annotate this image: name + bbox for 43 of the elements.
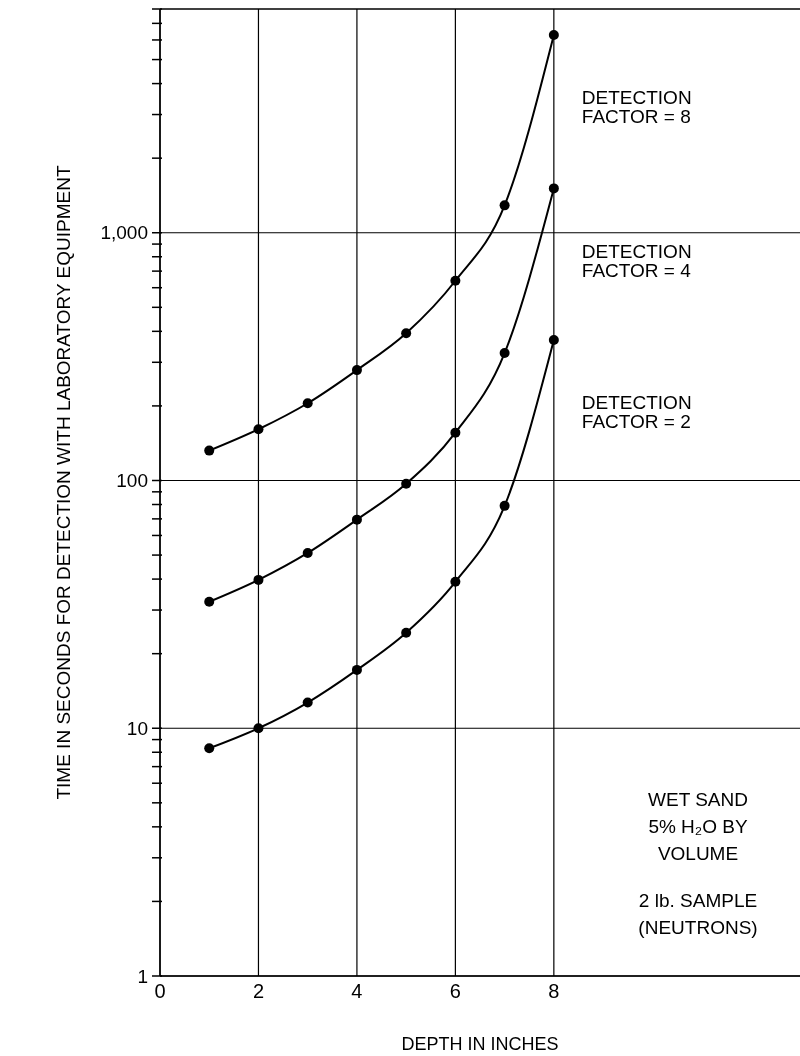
x-tick-label: 6 bbox=[449, 980, 461, 1003]
point bbox=[499, 500, 510, 511]
annotation: WET SAND bbox=[648, 789, 748, 810]
y-tick-label: 1,000 bbox=[100, 222, 148, 244]
point bbox=[204, 743, 215, 754]
y-axis-title: TIME IN SECONDS FOR DETECTION WITH LABORATORY EQUIPMENT bbox=[53, 165, 74, 800]
point bbox=[450, 576, 461, 587]
annotation: (NEUTRONS) bbox=[638, 917, 758, 938]
x-tick-label: 2 bbox=[252, 980, 265, 1003]
point bbox=[450, 427, 461, 438]
x-tick-label: 4 bbox=[351, 980, 363, 1003]
text: DETECTION FACTOR = 2 bbox=[581, 392, 692, 433]
point bbox=[302, 547, 313, 558]
point bbox=[253, 574, 264, 585]
point bbox=[548, 335, 559, 346]
annotation: 2 lb. SAMPLE bbox=[638, 890, 758, 911]
annotation: 5% H₂O BY bbox=[648, 816, 748, 837]
point bbox=[204, 445, 215, 456]
x-axis-title: DEPTH IN INCHES bbox=[401, 1034, 559, 1054]
point bbox=[253, 723, 264, 734]
y-tick-label: 1 bbox=[137, 965, 148, 987]
point bbox=[450, 275, 461, 286]
point bbox=[548, 183, 559, 194]
point bbox=[302, 697, 313, 708]
x-tick-label: 0 bbox=[154, 980, 166, 1003]
text: DETECTION FACTOR = 8 bbox=[581, 87, 692, 128]
y-tick-label: 10 bbox=[126, 717, 148, 739]
text: DETECTION FACTOR = 4 bbox=[581, 240, 692, 281]
y-tick-label: 100 bbox=[116, 470, 148, 492]
point bbox=[401, 328, 412, 339]
point bbox=[401, 478, 412, 489]
point bbox=[302, 398, 313, 409]
point bbox=[204, 596, 215, 607]
point bbox=[351, 365, 362, 376]
point bbox=[351, 514, 362, 525]
point bbox=[351, 664, 362, 675]
point bbox=[401, 627, 412, 638]
point bbox=[499, 200, 510, 211]
point bbox=[499, 348, 510, 359]
annotation: VOLUME bbox=[657, 843, 739, 864]
point bbox=[253, 424, 264, 435]
x-tick-label: 8 bbox=[548, 980, 560, 1003]
point bbox=[548, 30, 559, 41]
